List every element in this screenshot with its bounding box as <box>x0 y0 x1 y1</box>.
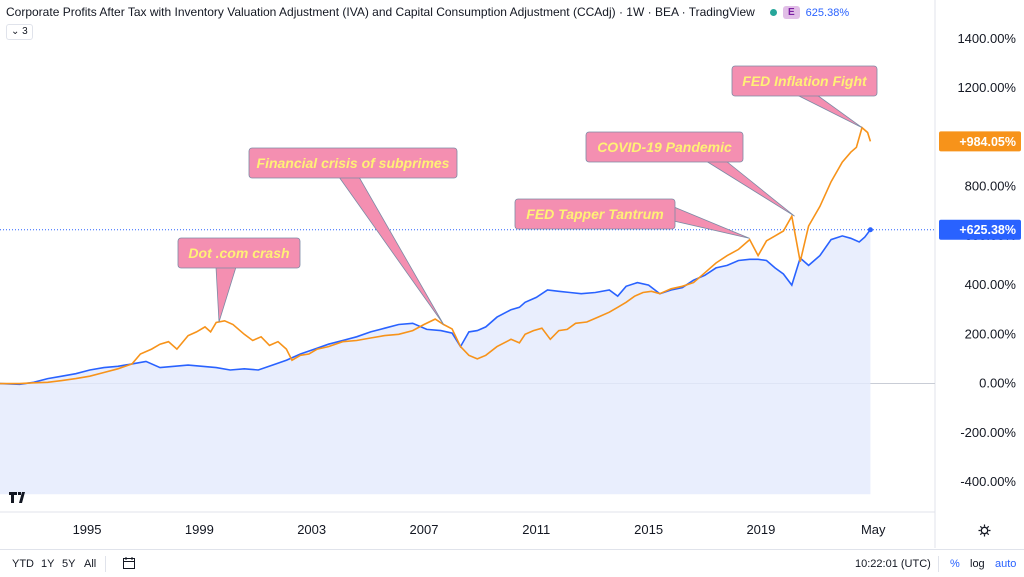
y-tick-label: 1200.00% <box>957 80 1016 95</box>
annotation-box <box>514 198 676 230</box>
series-price-tag <box>939 219 1021 240</box>
blue-series-area <box>0 229 871 495</box>
annotation-pointer <box>673 206 750 239</box>
annotation-box <box>248 147 458 179</box>
range-1y-button[interactable]: 1Y <box>41 558 55 570</box>
annotation-label: COVID-19 Pandemic <box>597 139 732 155</box>
toolbar-divider <box>105 556 106 572</box>
annotation-pointer <box>796 94 863 128</box>
annotation-label: FED Inflation Fight <box>742 73 868 89</box>
auto-scale-button[interactable]: auto <box>995 558 1017 570</box>
orange-series-line <box>0 126 872 385</box>
tradingview-logo-icon-shape <box>9 492 25 503</box>
blue-series-line <box>0 229 872 386</box>
annotation-box <box>731 65 878 97</box>
market-status-icon <box>770 9 777 16</box>
x-tick-label: 2019 <box>746 522 775 537</box>
x-tick-label: 2011 <box>522 522 550 537</box>
x-tick-label: 1995 <box>73 522 102 537</box>
range-5y-button[interactable]: 5Y <box>62 558 76 570</box>
percent-scale-button[interactable]: % <box>950 558 960 570</box>
series-price-label: +984.05% <box>959 135 1016 149</box>
annotation-pointer <box>338 176 444 325</box>
y-tick-label: -200.00% <box>960 425 1016 440</box>
annotation-label: Dot .com crash <box>188 245 289 261</box>
y-tick-label: 200.00% <box>965 326 1017 341</box>
y-tick-label: 800.00% <box>965 179 1017 194</box>
clock[interactable]: 10:22:01 (UTC) <box>855 558 931 570</box>
compare-value: 625.38% <box>805 6 850 19</box>
range-all-button[interactable]: All <box>84 558 97 570</box>
bottom-toolbar: YTD 1Y 5Y All 10:22:01 (UTC) % log auto <box>0 549 1024 577</box>
x-tick-label: 2015 <box>634 522 663 537</box>
price-chart[interactable]: 1400.00%1200.00%1000.00%800.00%600.00%40… <box>0 0 1024 548</box>
annotation-pointer <box>215 266 237 323</box>
collapse-indicators-button[interactable]: ⌄ 3 <box>6 24 33 40</box>
y-tick-label: -400.00% <box>960 474 1016 489</box>
series-price-label: +625.38% <box>959 223 1016 237</box>
x-tick-label: 2003 <box>297 522 326 537</box>
annotation-pointer <box>704 160 795 217</box>
annotation-label: FED Tapper Tantrum <box>526 206 663 222</box>
y-tick-label: 0.00% <box>979 376 1016 391</box>
x-tick-label: May <box>861 522 886 537</box>
y-tick-label: 1400.00% <box>957 31 1016 46</box>
blue-last-point <box>867 227 873 233</box>
annotation-box <box>585 131 744 163</box>
x-tick-label: 1999 <box>185 522 214 537</box>
range-ytd-button[interactable]: YTD <box>12 558 34 570</box>
toolbar-divider <box>938 556 939 572</box>
annotation-box <box>177 237 301 269</box>
chart-title: Corporate Profits After Tax with Invento… <box>6 5 755 19</box>
calendar-range-icon[interactable] <box>122 556 136 573</box>
status-group: E 625.38% <box>770 6 849 19</box>
tradingview-logo-icon <box>8 490 30 507</box>
log-scale-button[interactable]: log <box>970 558 985 570</box>
annotation-label: Financial crisis of subprimes <box>257 155 450 171</box>
earnings-badge[interactable]: E <box>783 6 800 19</box>
x-tick-label: 2007 <box>410 522 439 537</box>
series-price-tag <box>939 131 1021 152</box>
settings-gear-icon[interactable] <box>978 524 991 542</box>
y-tick-label: 400.00% <box>965 277 1017 292</box>
